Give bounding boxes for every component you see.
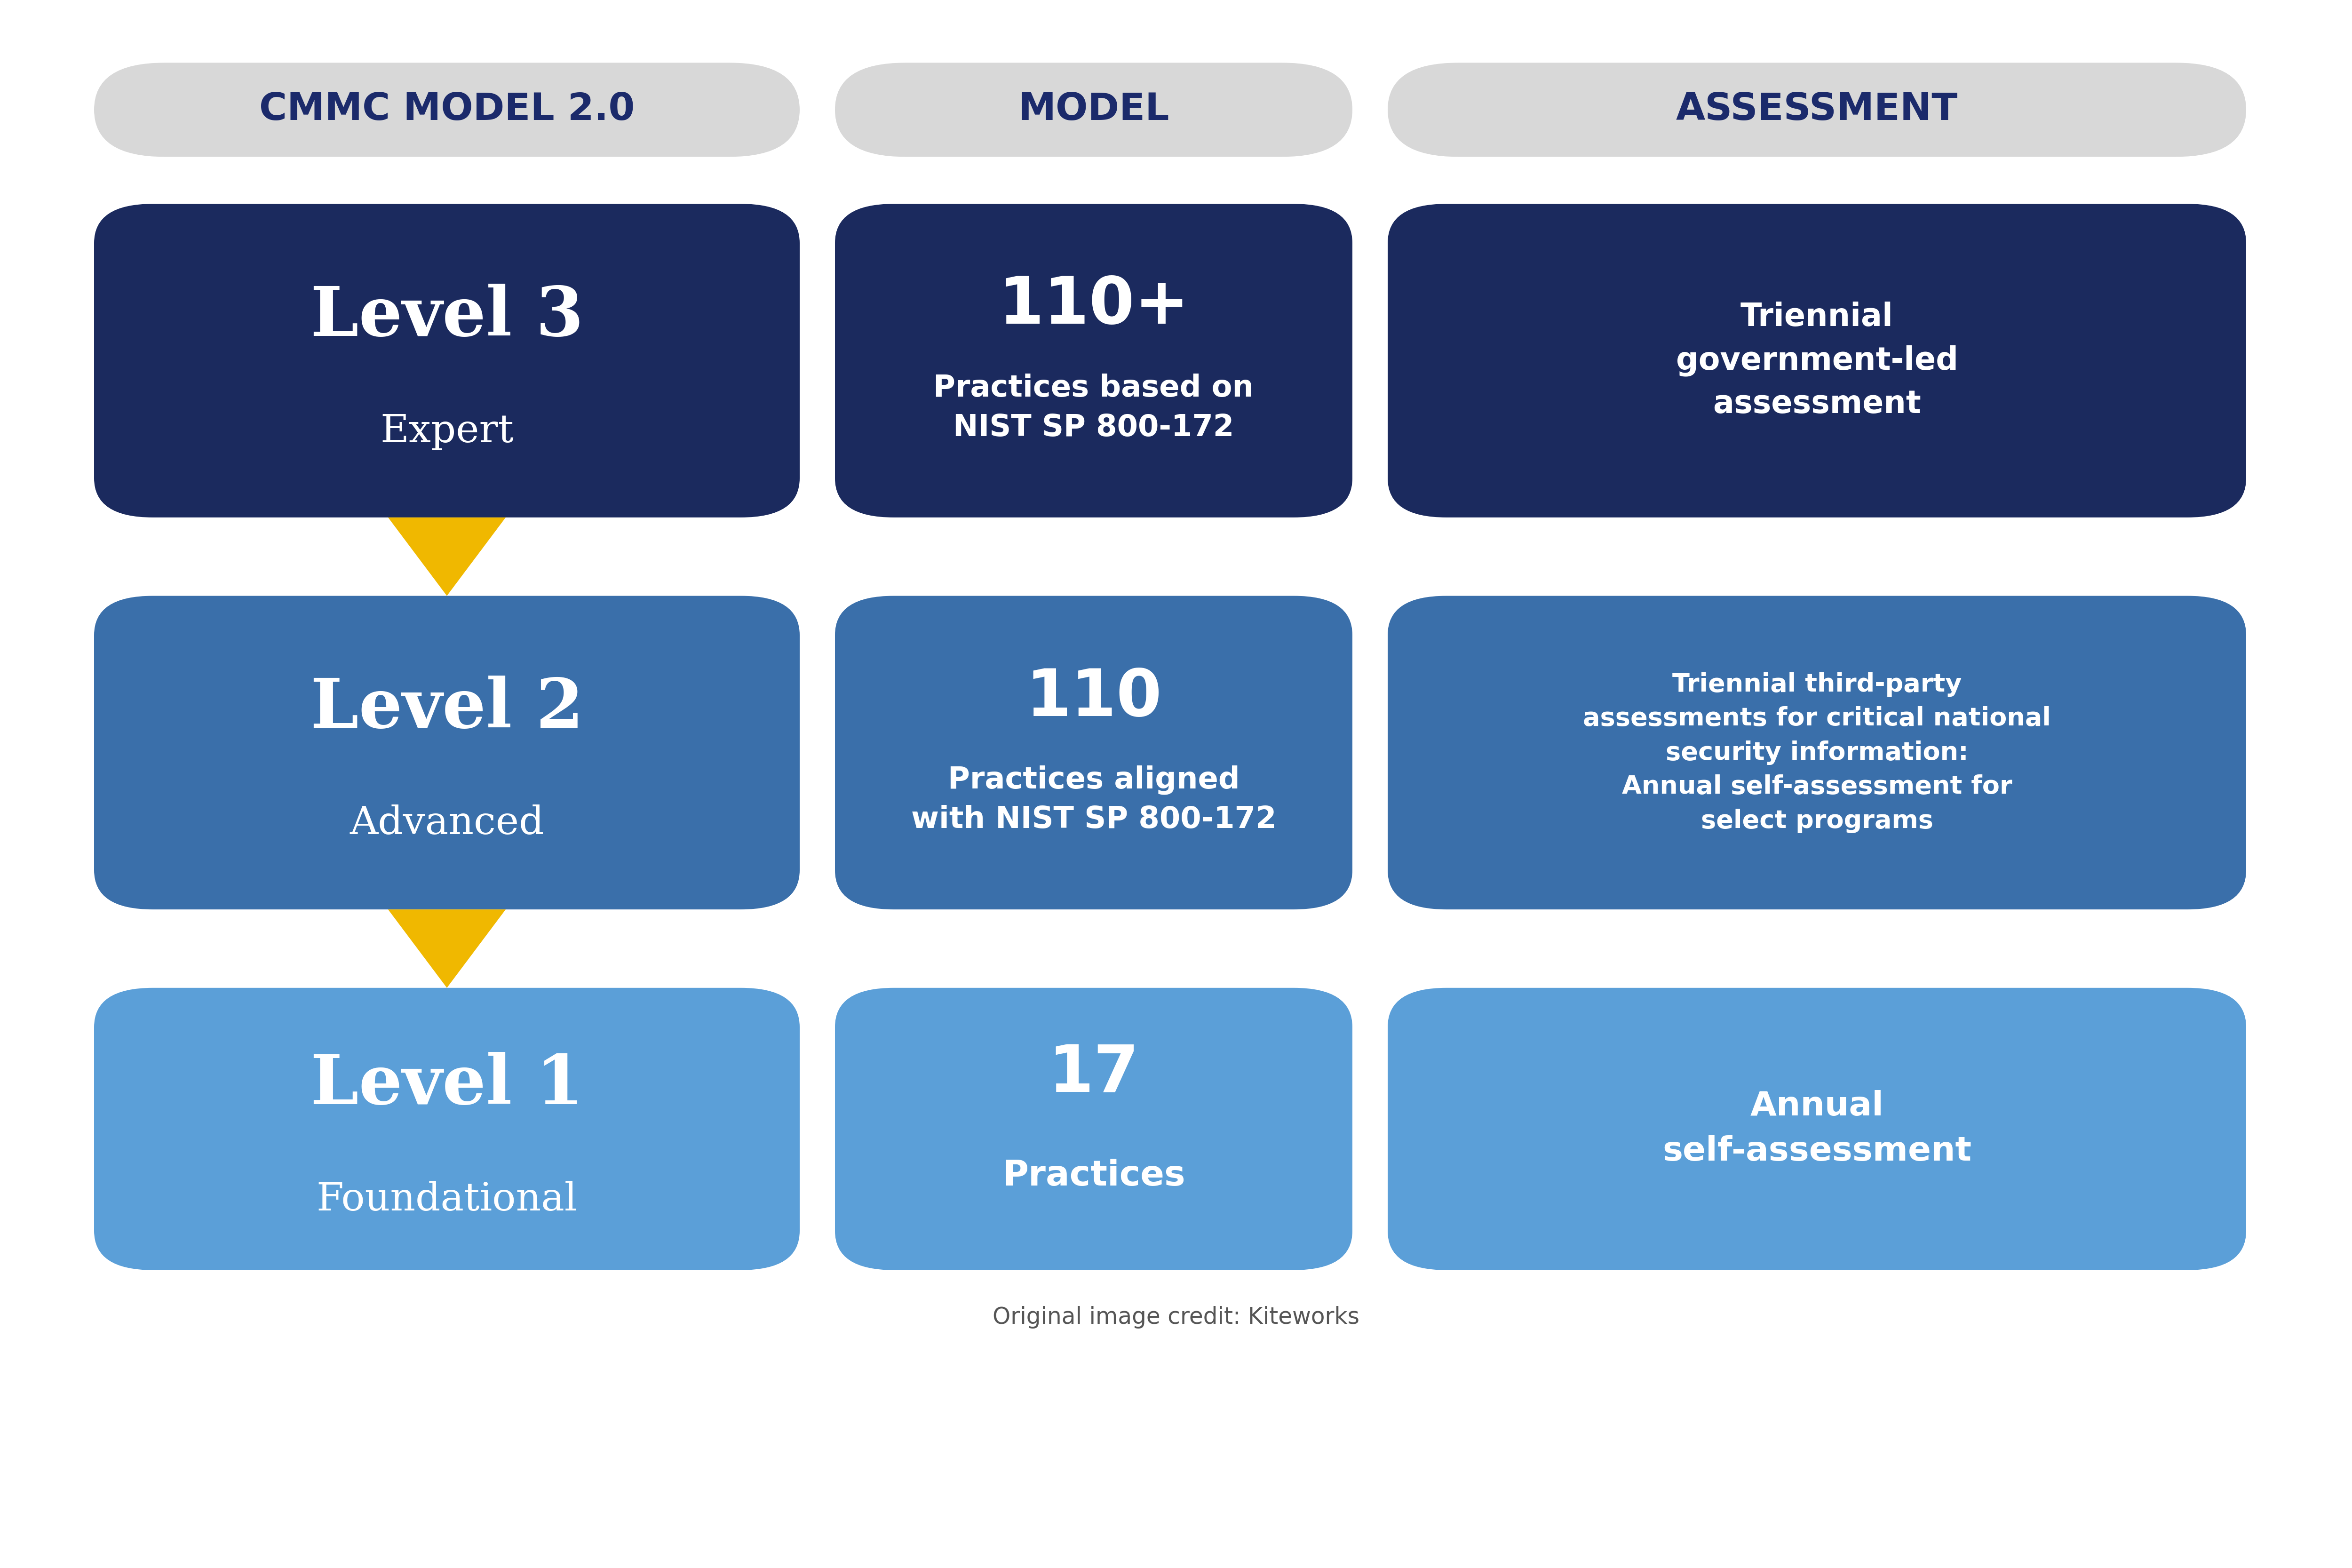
Text: CMMC MODEL 2.0: CMMC MODEL 2.0 <box>259 91 635 129</box>
Text: ASSESSMENT: ASSESSMENT <box>1677 91 1957 129</box>
Text: Level 3: Level 3 <box>310 284 583 350</box>
FancyBboxPatch shape <box>94 63 800 157</box>
FancyBboxPatch shape <box>835 204 1352 517</box>
Text: MODEL: MODEL <box>1018 91 1169 129</box>
FancyBboxPatch shape <box>1388 204 2246 517</box>
Text: Expert: Expert <box>381 412 513 450</box>
FancyBboxPatch shape <box>1388 63 2246 157</box>
FancyBboxPatch shape <box>835 596 1352 909</box>
FancyBboxPatch shape <box>94 988 800 1270</box>
Text: Practices based on
NIST SP 800-172: Practices based on NIST SP 800-172 <box>934 373 1254 442</box>
Text: Practices aligned
with NIST SP 800-172: Practices aligned with NIST SP 800-172 <box>910 765 1277 834</box>
Text: Annual
self-assessment: Annual self-assessment <box>1663 1090 1971 1168</box>
FancyBboxPatch shape <box>94 596 800 909</box>
Text: Level 2: Level 2 <box>310 676 583 742</box>
Text: Triennial third-party
assessments for critical national
security information:
An: Triennial third-party assessments for cr… <box>1583 673 2051 833</box>
Text: 17: 17 <box>1049 1043 1138 1105</box>
Text: 110: 110 <box>1025 666 1162 729</box>
FancyBboxPatch shape <box>835 988 1352 1270</box>
Text: Advanced: Advanced <box>350 804 543 842</box>
Polygon shape <box>388 517 506 596</box>
Text: Practices: Practices <box>1002 1159 1185 1193</box>
FancyBboxPatch shape <box>94 204 800 517</box>
Polygon shape <box>388 909 506 988</box>
FancyBboxPatch shape <box>1388 988 2246 1270</box>
Text: 110+: 110+ <box>997 274 1190 337</box>
Text: Triennial
government-led
assessment: Triennial government-led assessment <box>1675 301 1957 420</box>
FancyBboxPatch shape <box>1388 596 2246 909</box>
Text: Level 1: Level 1 <box>310 1052 583 1118</box>
FancyBboxPatch shape <box>835 63 1352 157</box>
Text: Foundational: Foundational <box>318 1181 576 1218</box>
Text: Original image credit: Kiteworks: Original image credit: Kiteworks <box>993 1306 1359 1328</box>
